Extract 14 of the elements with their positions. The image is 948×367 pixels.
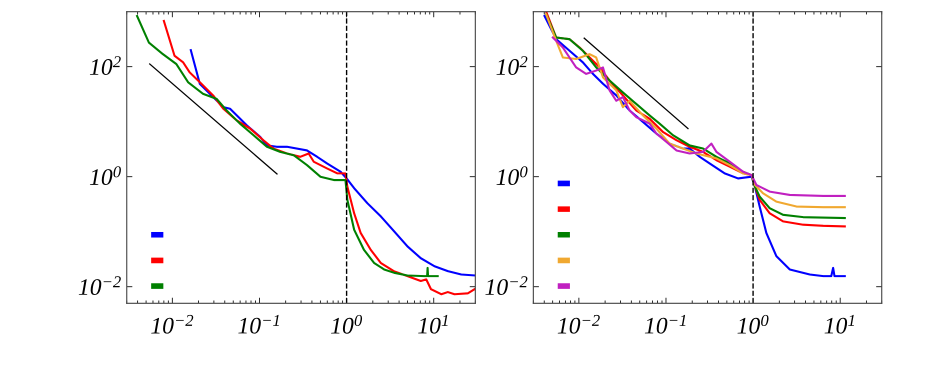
x-tick-label: 10$^{−1}$ <box>644 314 686 334</box>
x-tick-label: 10$^{−2}$ <box>151 314 194 334</box>
y-tick-label: 10$^{−2}$ <box>485 276 528 296</box>
y-tick-label: 10$^{0}$ <box>496 166 528 186</box>
y-tick-label: 10$^{2}$ <box>496 56 528 75</box>
x-tick-label: 10$^{0}$ <box>738 314 769 334</box>
y-tick-label: 10$^{2}$ <box>90 56 121 75</box>
x-tick-label: 10$^{0}$ <box>331 314 362 334</box>
y-tick-label: 10$^{−2}$ <box>78 276 121 296</box>
y-tick-label: 10$^{0}$ <box>90 166 121 186</box>
x-tick-label: 10$^{1}$ <box>824 314 854 334</box>
x-tick-label: 10$^{−2}$ <box>558 314 600 334</box>
x-tick-label: 10$^{−1}$ <box>238 314 279 334</box>
x-tick-label: 10$^{1}$ <box>418 314 448 334</box>
